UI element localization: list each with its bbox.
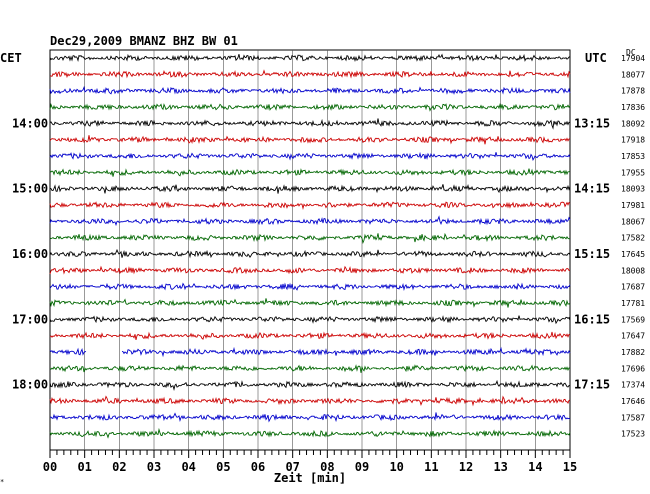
right-hour-label: 13:15 <box>574 116 610 130</box>
x-tick-label: 14 <box>528 460 542 474</box>
dc-value: 17374 <box>621 381 645 390</box>
trace-row-7 <box>49 151 571 161</box>
dc-value: 17878 <box>621 87 645 96</box>
trace-row-21 <box>49 379 571 392</box>
trace-row-23 <box>49 412 571 423</box>
x-tick-label: 05 <box>216 460 230 474</box>
x-tick-label: 12 <box>459 460 473 474</box>
x-tick-label: 10 <box>389 460 403 474</box>
x-tick-label: 07 <box>285 460 299 474</box>
dc-value: 17853 <box>621 152 645 161</box>
right-hour-label: 15:15 <box>574 247 610 261</box>
dc-value: 18067 <box>621 217 645 226</box>
dc-value: 17918 <box>621 136 645 145</box>
x-tick-label: 11 <box>424 460 438 474</box>
right-hour-label: 14:15 <box>574 182 610 196</box>
x-tick-label: 00 <box>43 460 57 474</box>
x-tick-label: 02 <box>112 460 126 474</box>
trace-row-8 <box>49 168 571 177</box>
x-tick-label: 09 <box>355 460 369 474</box>
dc-value: 17645 <box>621 250 645 259</box>
trace-row-5 <box>49 118 571 130</box>
dc-value: 17981 <box>621 201 645 210</box>
trace-row-6 <box>49 135 571 145</box>
dc-value: 17569 <box>621 315 645 324</box>
dc-value: 17882 <box>621 348 645 357</box>
trace-row-4 <box>49 102 571 112</box>
x-tick-label: 13 <box>493 460 507 474</box>
left-axis-label: CET <box>0 51 22 65</box>
dc-value: 18093 <box>621 185 645 194</box>
x-tick-label: 04 <box>181 460 195 474</box>
trace-row-16 <box>49 298 571 308</box>
left-hour-label: 15:00 <box>12 182 48 196</box>
trace-row-1 <box>49 53 571 63</box>
trace-row-9 <box>49 184 571 194</box>
right-hour-label: 16:15 <box>574 312 610 326</box>
dc-value: 17523 <box>621 430 645 439</box>
x-tick-label: 01 <box>77 460 91 474</box>
dc-value: 17687 <box>621 283 645 292</box>
traces <box>49 53 571 439</box>
dc-value: 17696 <box>621 364 645 373</box>
trace-row-14 <box>49 265 571 275</box>
trace-row-11 <box>49 215 571 227</box>
trace-row-19 <box>49 347 87 356</box>
left-hour-label: 14:00 <box>12 116 48 130</box>
dc-value: 17836 <box>621 103 645 112</box>
x-tick-label: 08 <box>320 460 334 474</box>
dc-value: 17955 <box>621 168 645 177</box>
left-hour-label: 17:00 <box>12 312 48 326</box>
trace-row-15 <box>49 282 571 292</box>
dc-value: 17582 <box>621 234 645 243</box>
trace-row-19 <box>121 346 571 358</box>
dc-label: DC <box>626 48 636 57</box>
trace-row-10 <box>49 201 571 211</box>
trace-row-13 <box>49 248 571 259</box>
x-tick-label: 15 <box>563 460 577 474</box>
dc-value: 18092 <box>621 119 645 128</box>
x-axis-label: Zeit [min] <box>274 471 346 485</box>
dc-value: 17647 <box>621 332 645 341</box>
dc-value: 18008 <box>621 266 645 275</box>
trace-row-12 <box>49 232 571 245</box>
chart-title: Dec29,2009 BMANZ BHZ BW 01 <box>50 34 238 48</box>
trace-row-3 <box>49 85 571 95</box>
dc-value: 17587 <box>621 413 645 422</box>
plot-frame <box>49 49 571 451</box>
right-hour-label: 17:15 <box>574 378 610 392</box>
dc-value: 17904 <box>621 54 645 63</box>
trace-row-22 <box>49 395 571 407</box>
trace-row-2 <box>49 69 571 79</box>
right-axis-label: UTC <box>585 51 607 65</box>
dc-value: 18077 <box>621 70 645 79</box>
dc-value: 17781 <box>621 299 645 308</box>
trace-row-20 <box>49 364 571 373</box>
x-tick-label: 06 <box>251 460 265 474</box>
trace-row-24 <box>49 427 571 439</box>
left-hour-label: 16:00 <box>12 247 48 261</box>
trace-row-18 <box>49 331 571 341</box>
x-tick-label: 03 <box>147 460 161 474</box>
left-hour-label: 18:00 <box>12 378 48 392</box>
footer-mark: * <box>0 478 5 486</box>
trace-row-17 <box>49 315 571 325</box>
dc-value: 17646 <box>621 397 645 406</box>
labels: 00 01 02 03 04 05 06 07 08 09 10 11 12 13 14 15 Zeit [mi… <box>0 34 645 485</box>
